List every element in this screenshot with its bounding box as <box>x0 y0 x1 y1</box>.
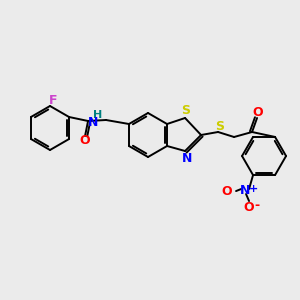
Text: O: O <box>80 134 90 148</box>
Text: N: N <box>240 184 250 196</box>
Text: O: O <box>222 184 232 198</box>
Text: +: + <box>248 184 258 194</box>
Text: S: S <box>216 119 225 133</box>
Text: O: O <box>253 106 263 118</box>
Text: H: H <box>93 110 103 119</box>
Text: O: O <box>244 201 254 214</box>
Text: S: S <box>182 104 190 118</box>
Text: N: N <box>88 116 98 129</box>
Text: F: F <box>49 94 57 106</box>
Text: N: N <box>182 152 192 164</box>
Text: -: - <box>254 199 260 212</box>
